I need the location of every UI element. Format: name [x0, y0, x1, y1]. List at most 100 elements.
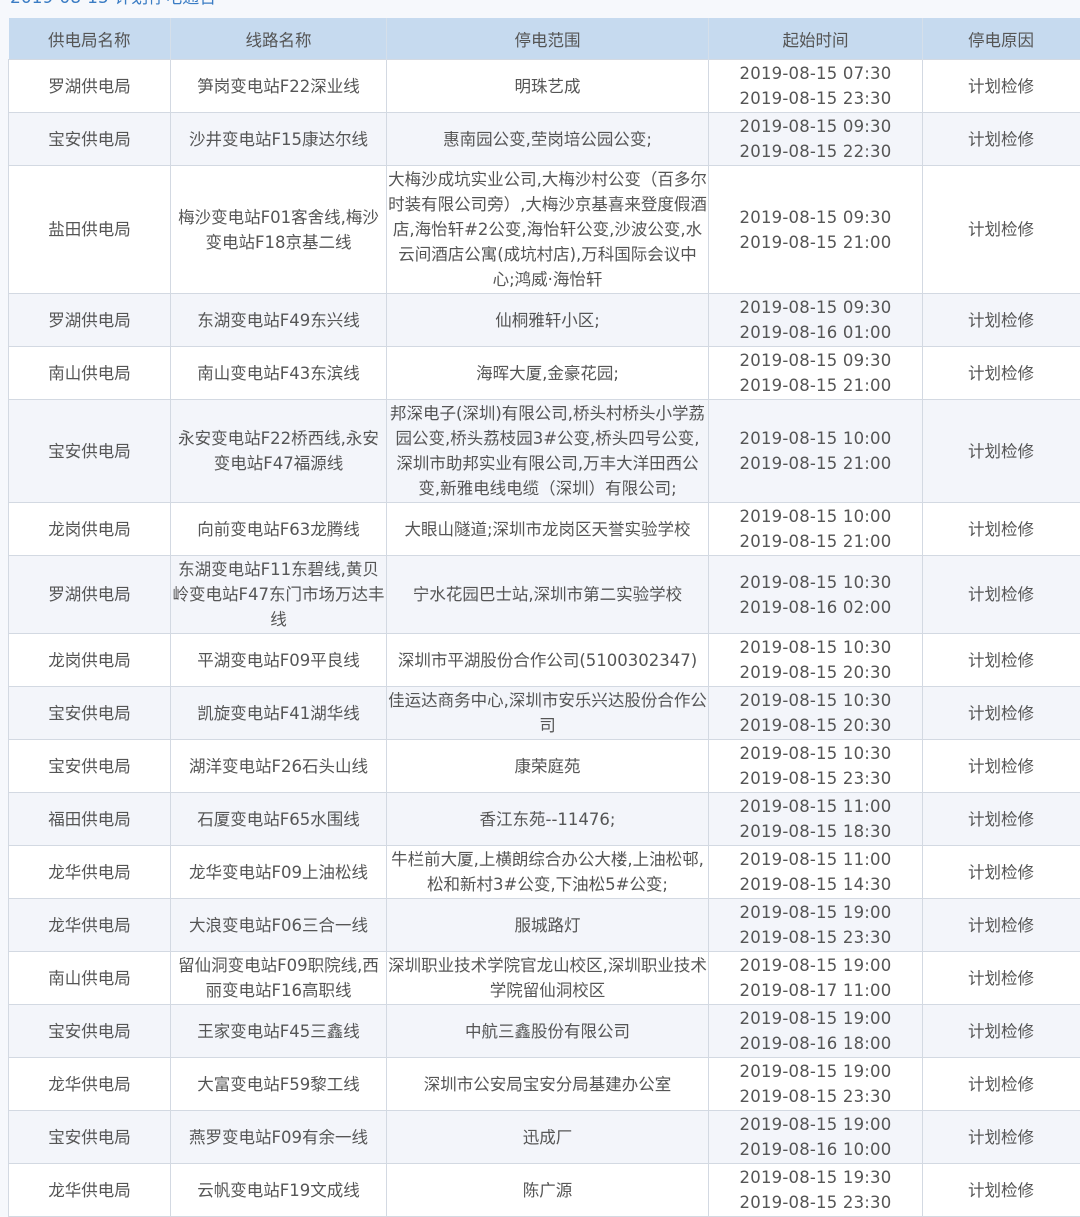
cell-bureau: 宝安供电局: [9, 113, 171, 166]
cell-line: 大浪变电站F06三合一线: [171, 899, 387, 952]
cell-reason: 计划检修: [923, 634, 1080, 687]
cell-line: 凯旋变电站F41湖华线: [171, 687, 387, 740]
end-time: 2019-08-15 23:30: [710, 925, 921, 950]
cell-line: 王家变电站F45三鑫线: [171, 1005, 387, 1058]
start-time: 2019-08-15 19:00: [710, 900, 921, 925]
cell-bureau: 龙华供电局: [9, 1058, 171, 1111]
cell-scope: 迅成厂: [387, 1111, 709, 1164]
end-time: 2019-08-17 11:00: [710, 978, 921, 1003]
cell-reason: 计划检修: [923, 687, 1080, 740]
cell-line: 南山变电站F43东滨线: [171, 347, 387, 400]
cell-reason: 计划检修: [923, 793, 1080, 846]
cell-bureau: 宝安供电局: [9, 740, 171, 793]
cell-scope: 大梅沙成坑实业公司,大梅沙村公变（百多尔时装有限公司旁）,大梅沙京基喜来登度假酒…: [387, 166, 709, 294]
start-time: 2019-08-15 09:30: [710, 295, 921, 320]
end-time: 2019-08-15 21:00: [710, 373, 921, 398]
start-time: 2019-08-15 09:30: [710, 114, 921, 139]
cell-scope: 佳运达商务中心,深圳市安乐兴达股份合作公司: [387, 687, 709, 740]
cell-bureau: 龙华供电局: [9, 899, 171, 952]
cell-reason: 计划检修: [923, 1111, 1080, 1164]
cell-line: 向前变电站F63龙腾线: [171, 503, 387, 556]
end-time: 2019-08-15 22:30: [710, 139, 921, 164]
start-time: 2019-08-15 09:30: [710, 205, 921, 230]
table-row: 龙华供电局龙华变电站F09上油松线牛栏前大厦,上横朗综合办公大楼,上油松邨,松和…: [9, 846, 1080, 899]
cell-bureau: 宝安供电局: [9, 687, 171, 740]
cell-reason: 计划检修: [923, 400, 1080, 503]
header-bureau: 供电局名称: [9, 18, 171, 60]
page-title: 2019-08-15 计划停电通告: [10, 0, 216, 10]
cell-bureau: 龙岗供电局: [9, 503, 171, 556]
end-time: 2019-08-15 23:30: [710, 1190, 921, 1215]
end-time: 2019-08-15 21:00: [710, 529, 921, 554]
cell-scope: 中航三鑫股份有限公司: [387, 1005, 709, 1058]
cell-line: 留仙洞变电站F09职院线,西丽变电站F16高职线: [171, 952, 387, 1005]
cell-reason: 计划检修: [923, 294, 1080, 347]
cell-scope: 海晖大厦,金豪花园;: [387, 347, 709, 400]
cell-bureau: 罗湖供电局: [9, 294, 171, 347]
cell-reason: 计划检修: [923, 952, 1080, 1005]
cell-scope: 香江东苑--11476;: [387, 793, 709, 846]
end-time: 2019-08-15 20:30: [710, 660, 921, 685]
cell-line: 东湖变电站F49东兴线: [171, 294, 387, 347]
cell-bureau: 龙华供电局: [9, 1164, 171, 1217]
cell-line: 永安变电站F22桥西线,永安变电站F47福源线: [171, 400, 387, 503]
cell-bureau: 福田供电局: [9, 793, 171, 846]
cell-bureau: 南山供电局: [9, 952, 171, 1005]
cell-line: 笋岗变电站F22深业线: [171, 60, 387, 113]
end-time: 2019-08-15 23:30: [710, 86, 921, 111]
cell-line: 梅沙变电站F01客舍线,梅沙变电站F18京基二线: [171, 166, 387, 294]
end-time: 2019-08-16 18:00: [710, 1031, 921, 1056]
start-time: 2019-08-15 11:00: [710, 794, 921, 819]
end-time: 2019-08-15 18:30: [710, 819, 921, 844]
cell-scope: 仙桐雅轩小区;: [387, 294, 709, 347]
cell-bureau: 龙岗供电局: [9, 634, 171, 687]
cell-scope: 邦深电子(深圳)有限公司,桥头村桥头小学荔园公变,桥头荔枝园3#公变,桥头四号公…: [387, 400, 709, 503]
cell-bureau: 宝安供电局: [9, 400, 171, 503]
cell-reason: 计划检修: [923, 166, 1080, 294]
cell-line: 燕罗变电站F09有余一线: [171, 1111, 387, 1164]
cell-reason: 计划检修: [923, 1164, 1080, 1217]
table-row: 罗湖供电局东湖变电站F11东碧线,黄贝岭变电站F47东门市场万达丰线宁水花园巴士…: [9, 556, 1080, 634]
start-time: 2019-08-15 10:30: [710, 570, 921, 595]
cell-reason: 计划检修: [923, 60, 1080, 113]
cell-scope: 牛栏前大厦,上横朗综合办公大楼,上油松邨,松和新村3#公变,下油松5#公变;: [387, 846, 709, 899]
table-row: 南山供电局留仙洞变电站F09职院线,西丽变电站F16高职线深圳职业技术学院官龙山…: [9, 952, 1080, 1005]
header-reason: 停电原因: [923, 18, 1080, 60]
cell-line: 大富变电站F59黎工线: [171, 1058, 387, 1111]
cell-reason: 计划检修: [923, 899, 1080, 952]
start-time: 2019-08-15 07:30: [710, 61, 921, 86]
cell-reason: 计划检修: [923, 1058, 1080, 1111]
start-time: 2019-08-15 10:00: [710, 426, 921, 451]
cell-scope: 大眼山隧道;深圳市龙岗区天誉实验学校: [387, 503, 709, 556]
header-line: 线路名称: [171, 18, 387, 60]
start-time: 2019-08-15 19:00: [710, 1059, 921, 1084]
cell-bureau: 罗湖供电局: [9, 556, 171, 634]
outage-table-container: 供电局名称 线路名称 停电范围 起始时间 停电原因 罗湖供电局笋岗变电站F22深…: [8, 18, 1080, 1217]
cell-reason: 计划检修: [923, 740, 1080, 793]
start-time: 2019-08-15 19:00: [710, 1112, 921, 1137]
cell-reason: 计划检修: [923, 846, 1080, 899]
cell-scope: 惠南园公变,茔岗培公园公变;: [387, 113, 709, 166]
cell-scope: 宁水花园巴士站,深圳市第二实验学校: [387, 556, 709, 634]
cell-scope: 深圳市公安局宝安分局基建办公室: [387, 1058, 709, 1111]
cell-bureau: 盐田供电局: [9, 166, 171, 294]
table-row: 宝安供电局永安变电站F22桥西线,永安变电站F47福源线邦深电子(深圳)有限公司…: [9, 400, 1080, 503]
cell-reason: 计划检修: [923, 503, 1080, 556]
end-time: 2019-08-15 14:30: [710, 872, 921, 897]
table-row: 南山供电局南山变电站F43东滨线海晖大厦,金豪花园;2019-08-15 09:…: [9, 347, 1080, 400]
